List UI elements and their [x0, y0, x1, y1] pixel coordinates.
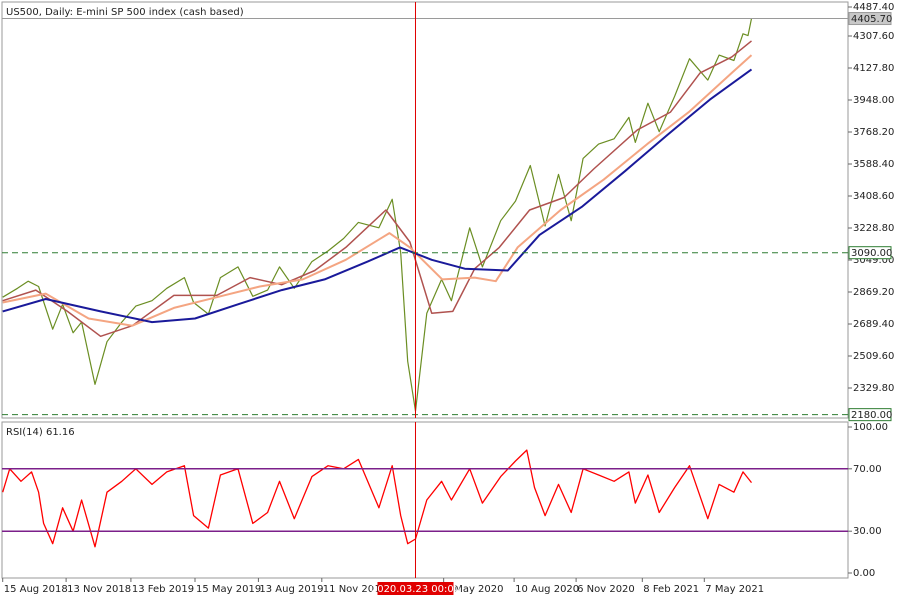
pane-title: RSI(14) 61.16 — [6, 427, 75, 438]
level-label: 3090.00 — [851, 248, 892, 259]
plot-area — [2, 18, 753, 412]
x-tick-label: 13 Aug 2019 — [259, 584, 323, 595]
y-tick-label: 70.00 — [853, 464, 882, 475]
y-tick-label: 2509.60 — [853, 351, 894, 362]
y-tick-label: 100.00 — [853, 422, 888, 433]
plot-area — [2, 449, 753, 548]
y-tick-label: 4487.40 — [853, 2, 894, 13]
y-tick-label: 3588.40 — [853, 159, 894, 170]
series-line — [2, 54, 753, 327]
y-tick-label: 0.00 — [853, 568, 875, 579]
x-tick-label: 13 Feb 2019 — [132, 584, 194, 595]
y-tick-label: 2869.20 — [853, 287, 894, 298]
x-tick-label: 8 Feb 2021 — [643, 584, 699, 595]
x-tick-label: 11 Nov 2019 — [323, 584, 387, 595]
y-tick-label: 2329.80 — [853, 383, 894, 394]
crosshair-label-box — [377, 582, 454, 595]
level-label-box — [848, 12, 892, 26]
x-tick-label: 13 Nov 2018 — [67, 584, 131, 595]
level-label: 2180.00 — [851, 410, 892, 421]
series-line — [2, 449, 753, 548]
series-line — [2, 68, 753, 324]
level-label-box — [848, 246, 892, 260]
y-tick-label: 3228.80 — [853, 223, 894, 234]
x-tick-label: 15 May 2019 — [196, 584, 261, 595]
y-tick-label: 2689.40 — [853, 319, 894, 330]
crosshair-label: 2020.03.23 00:00 — [371, 584, 460, 595]
pane-title: US500, Daily: E-mini SP 500 index (cash … — [6, 7, 244, 18]
y-tick-label: 4307.60 — [853, 31, 894, 42]
x-tick-label: 2 May 2020 — [445, 584, 504, 595]
y-tick-label: 3408.60 — [853, 191, 894, 202]
price-pane — [1, 1, 849, 419]
y-tick-label: 4127.80 — [853, 63, 894, 74]
rsi-pane — [1, 421, 849, 579]
x-tick-label: 15 Aug 2018 — [4, 584, 68, 595]
y-tick-label: 30.00 — [853, 526, 882, 537]
y-tick-label: 3948.00 — [853, 95, 894, 106]
x-tick-label: 10 Aug 2020 — [515, 584, 579, 595]
y-tick-label: 3768.20 — [853, 127, 894, 138]
y-tick-label: 3049.00 — [853, 255, 894, 266]
level-label: 4405.70 — [851, 14, 892, 25]
x-tick-label: 7 May 2021 — [705, 584, 764, 595]
x-tick-label: 6 Nov 2020 — [577, 584, 635, 595]
level-label-box — [848, 408, 892, 422]
